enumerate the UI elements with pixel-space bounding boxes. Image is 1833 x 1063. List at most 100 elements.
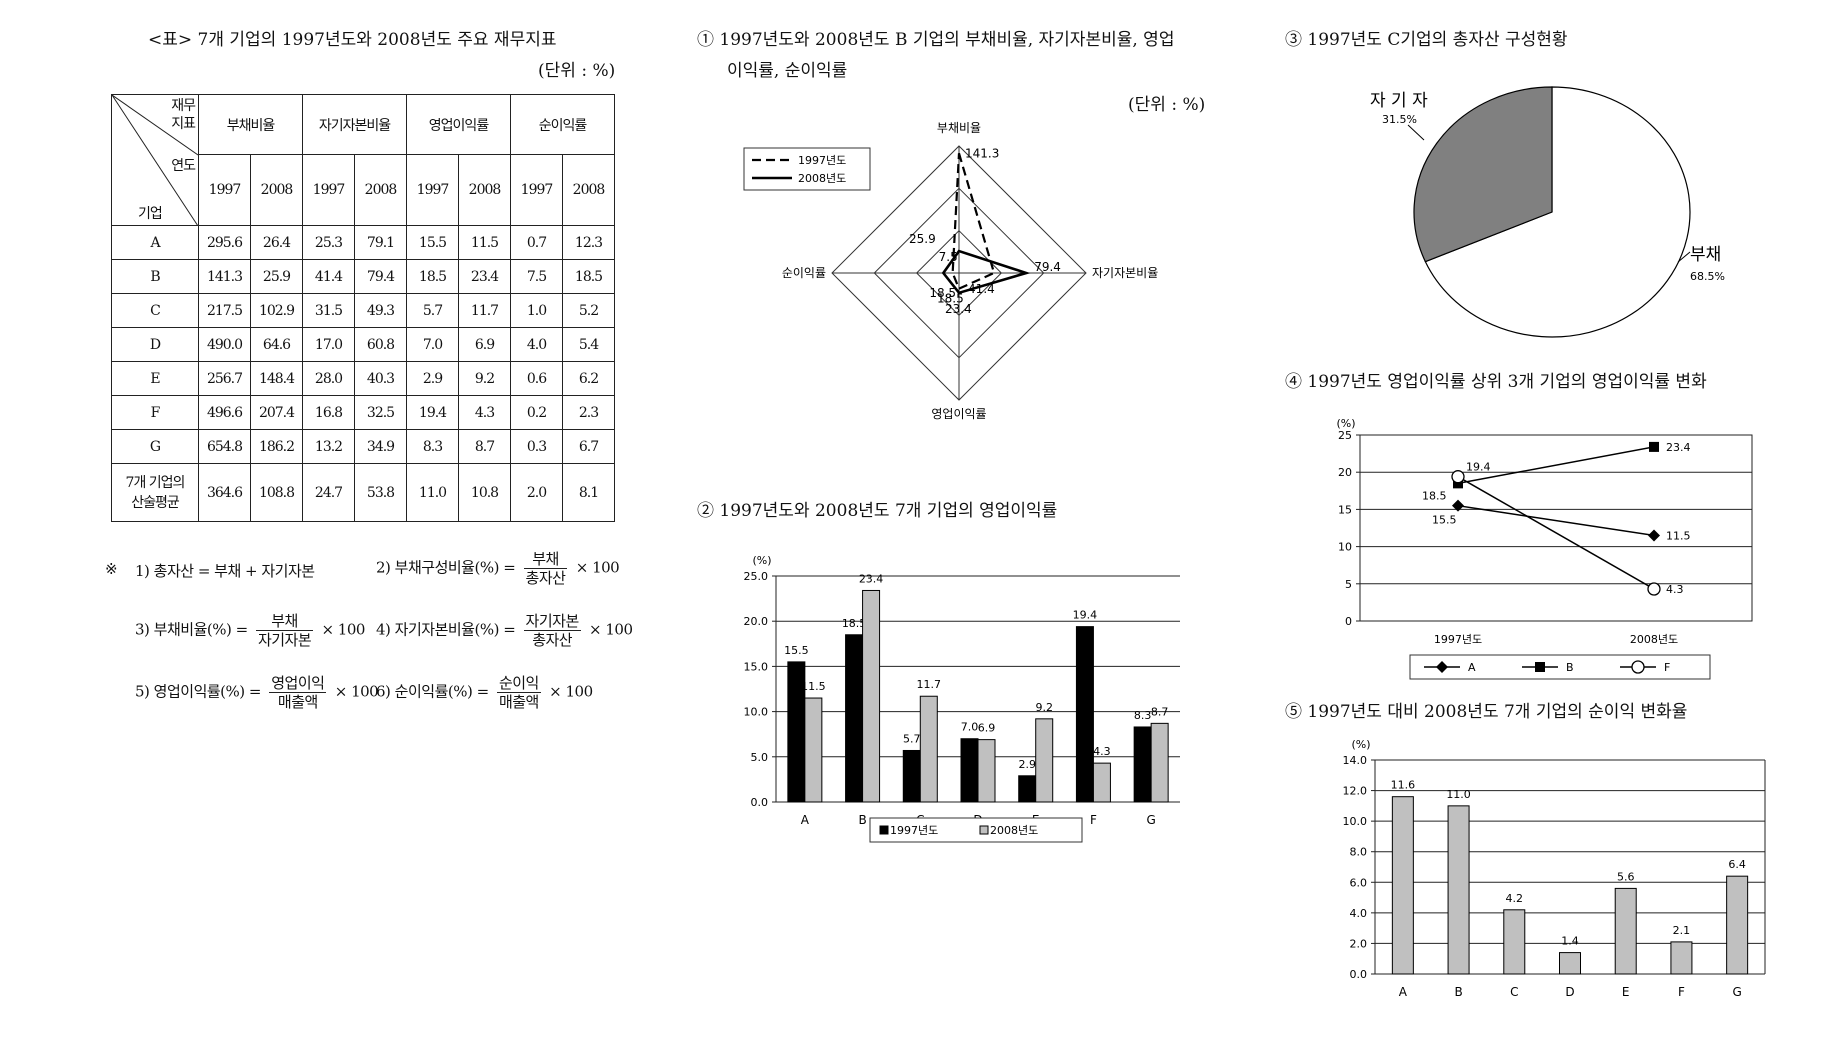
bar xyxy=(960,738,979,803)
plot-frame xyxy=(1359,434,1753,622)
bar xyxy=(977,739,996,803)
bar-value-label: 7.0 xyxy=(961,721,979,734)
legend-label: 1997년도 xyxy=(890,824,938,837)
value-cell: 18.5 xyxy=(562,259,615,294)
y-tick-label: 14.0 xyxy=(1343,754,1368,767)
table-row: G 654.8 186.2 13.2 34.9 8.3 8.7 0.3 6.7 xyxy=(111,429,615,464)
value-cell: 496.6 xyxy=(198,395,251,430)
average-value-cell: 11.0 xyxy=(406,463,459,522)
value-cell: 23.4 xyxy=(458,259,511,294)
y-tick-label: 20.0 xyxy=(744,615,769,628)
average-value-cell: 364.6 xyxy=(198,463,251,522)
value-cell: 7.5 xyxy=(510,259,563,294)
value-cell: 1.0 xyxy=(510,293,563,328)
bar xyxy=(1035,718,1054,803)
average-value-cell: 24.7 xyxy=(302,463,355,522)
bar-value-label: 8.3 xyxy=(1134,709,1152,722)
y-tick-label: 12.0 xyxy=(1343,785,1368,798)
radar-data-label: 79.4 xyxy=(1034,260,1061,274)
value-cell: 11.7 xyxy=(458,293,511,328)
value-cell: 217.5 xyxy=(198,293,251,328)
year-header-cell: 1997 xyxy=(510,154,563,226)
y-tick-label: 8.0 xyxy=(1350,846,1368,859)
bar-value-label: 2.1 xyxy=(1673,924,1691,937)
radar-data-label: 23.4 xyxy=(945,302,972,316)
value-cell: 18.5 xyxy=(406,259,459,294)
y-axis-unit-label: (%) xyxy=(1336,417,1355,430)
value-cell: 207.4 xyxy=(250,395,303,430)
y-tick-label: 5 xyxy=(1345,578,1352,591)
company-name-cell: D xyxy=(111,327,199,362)
y-tick-label: 0 xyxy=(1345,615,1352,628)
bar xyxy=(919,695,938,803)
bar-value-label: 11.6 xyxy=(1391,779,1416,792)
line-series xyxy=(1457,476,1655,590)
chart1-title-line2: 이익률, 순이익률 xyxy=(727,61,848,81)
average-value-cell: 8.1 xyxy=(562,463,615,522)
note-5: 5) 영업이익률(%) = 영업이익 매출액 × 100 xyxy=(135,674,379,711)
company-name-cell: C xyxy=(111,293,199,328)
x-tick-label: C xyxy=(1510,985,1518,999)
value-cell: 64.6 xyxy=(250,327,303,362)
value-cell: 0.3 xyxy=(510,429,563,464)
bar-value-label: 8.7 xyxy=(1151,705,1169,718)
y-tick-label: 20 xyxy=(1338,466,1352,479)
line-marker xyxy=(1649,441,1659,452)
operating-margin-bar-chart: (%) 0.0 5.0 10.0 15.0 20.0 25.0 A 15.5 11.5 B 18.5 2… xyxy=(744,554,1180,843)
year-header-cell: 2008 xyxy=(562,154,615,226)
legend-swatch xyxy=(979,825,989,835)
chart1-title-line1: ① 1997년도와 2008년도 B 기업의 부채비율, 자기자본비율, 영업 xyxy=(697,30,1175,50)
value-cell: 256.7 xyxy=(198,361,251,396)
bar-value-label: 15.5 xyxy=(784,644,809,657)
value-cell: 102.9 xyxy=(250,293,303,328)
value-cell: 8.7 xyxy=(458,429,511,464)
value-cell: 4.3 xyxy=(458,395,511,430)
legend-label: B xyxy=(1566,661,1574,674)
line-series xyxy=(1457,446,1655,485)
average-value-cell: 53.8 xyxy=(354,463,407,522)
y-tick-label: 25 xyxy=(1338,429,1352,442)
year-header-cell: 1997 xyxy=(198,154,251,226)
pie-slice-value-label: 68.5% xyxy=(1690,270,1725,283)
radar-legend-label: 1997년도 xyxy=(798,154,846,167)
value-cell: 295.6 xyxy=(198,225,251,260)
table-row: B 141.3 25.9 41.4 79.4 18.5 23.4 7.5 18.5 xyxy=(111,259,615,294)
value-cell: 7.0 xyxy=(406,327,459,362)
y-tick-label: 25.0 xyxy=(744,570,769,583)
line-marker xyxy=(1451,470,1465,484)
company-name-cell: A xyxy=(111,225,199,260)
y-tick-label: 15.0 xyxy=(744,660,769,673)
x-tick-label: G xyxy=(1732,985,1741,999)
value-cell: 41.4 xyxy=(302,259,355,294)
note-2: 2) 부채구성비율(%) = 부채 총자산 × 100 xyxy=(376,550,620,587)
x-tick-label: B xyxy=(858,813,866,827)
bar-value-label: 4.2 xyxy=(1506,892,1524,905)
table-title: <표> 7개 기업의 1997년도와 2008년도 주요 재무지표 xyxy=(148,30,557,50)
x-tick-label: F xyxy=(1090,813,1097,827)
corner-label-top1: 재무 xyxy=(171,98,196,114)
bar-value-label: 11.0 xyxy=(1446,788,1471,801)
radar-data-label: 18.5 xyxy=(937,292,964,306)
y-tick-label: 6.0 xyxy=(1350,876,1368,889)
radar-data-label: 25.9 xyxy=(909,232,936,246)
year-header-cell: 1997 xyxy=(406,154,459,226)
note-1: 1) 총자산 = 부채 + 자기자본 xyxy=(135,562,315,580)
value-cell: 6.7 xyxy=(562,429,615,464)
bar-value-label: 11.5 xyxy=(801,680,826,693)
value-cell: 6.9 xyxy=(458,327,511,362)
bar xyxy=(1614,887,1637,975)
value-cell: 12.3 xyxy=(562,225,615,260)
bar-value-label: 9.2 xyxy=(1035,701,1053,714)
line-marker xyxy=(1648,529,1660,542)
pie-chart: 자 기 자 31.5% 부채 68.5% xyxy=(1370,86,1725,338)
average-row: 7개 기업의 산술평균 364.6 108.8 24.7 53.8 11.0 10.8 2.0 8… xyxy=(111,463,615,522)
year-header-cell: 2008 xyxy=(458,154,511,226)
legend-label: 2008년도 xyxy=(990,824,1038,837)
header-equity-ratio: 자기자본비율 xyxy=(302,94,407,155)
line-marker xyxy=(1436,661,1448,673)
radar-data-label: 18.5 xyxy=(929,286,956,300)
value-cell: 15.5 xyxy=(406,225,459,260)
average-label-cell: 7개 기업의 산술평균 xyxy=(111,463,199,522)
year-header-cell: 2008 xyxy=(354,154,407,226)
corner-label-company: 기업 xyxy=(138,206,163,222)
